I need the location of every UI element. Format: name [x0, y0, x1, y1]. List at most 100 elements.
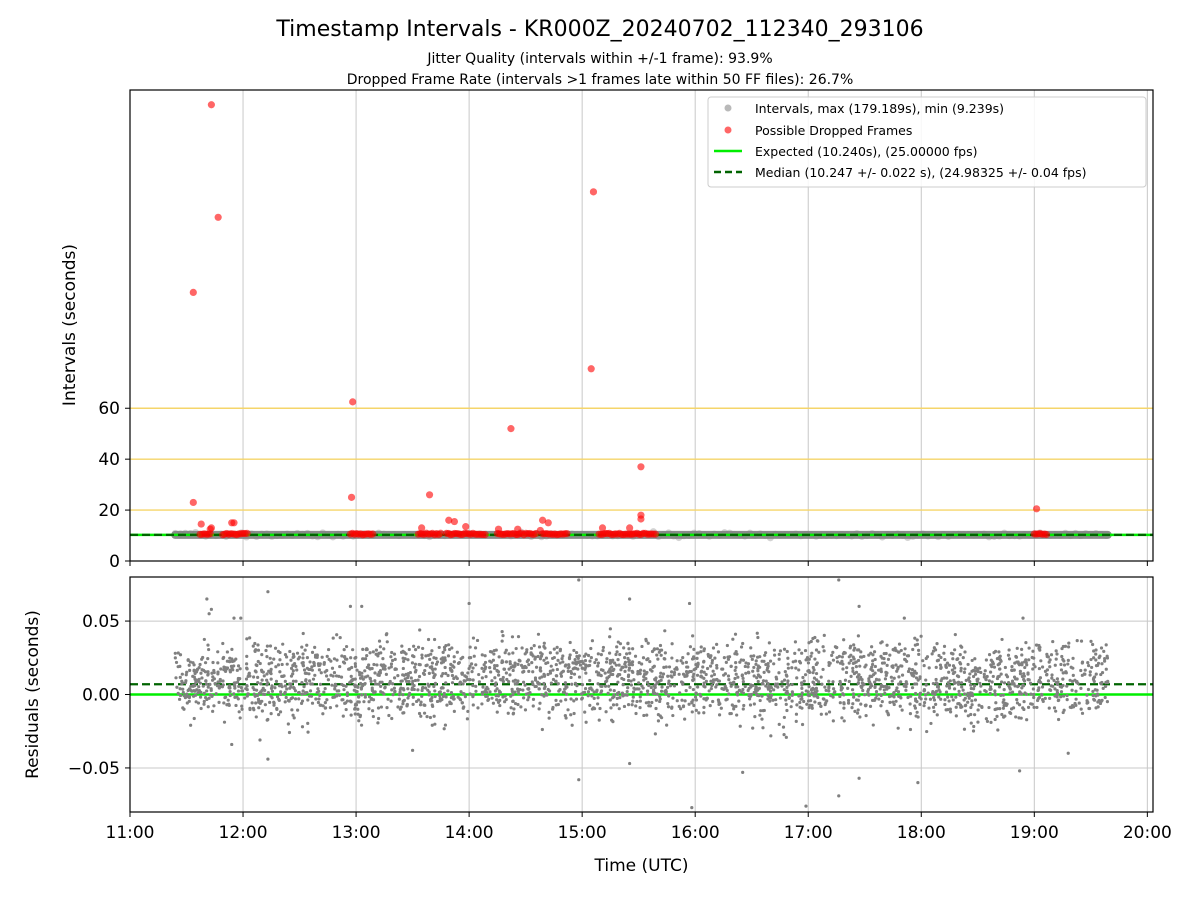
residual-point [702, 711, 706, 715]
residual-point [317, 697, 321, 701]
residual-point [930, 652, 934, 656]
residual-point [978, 681, 982, 685]
residual-point [490, 679, 494, 683]
residual-point [505, 677, 509, 682]
residual-point [683, 674, 687, 678]
residual-point [962, 692, 967, 696]
residual-point [973, 657, 977, 661]
residual-point [515, 681, 519, 685]
residual-point [1032, 695, 1036, 700]
residual-point [1024, 658, 1028, 662]
residual-point [291, 655, 295, 659]
residual-point [790, 699, 794, 703]
residual-point [738, 660, 742, 664]
residual-point [806, 699, 811, 703]
residual-point [293, 697, 298, 701]
residual-point [224, 666, 228, 670]
residual-point [648, 668, 653, 672]
residual-point [688, 685, 692, 689]
residual-point [880, 661, 885, 665]
residual-point [722, 656, 726, 660]
residual-point [566, 666, 570, 670]
residual-point [620, 691, 625, 695]
residual-point [1056, 717, 1061, 722]
residual-point [857, 673, 861, 677]
residual-point [519, 663, 524, 667]
residual-point [774, 702, 778, 707]
residual-point [790, 682, 794, 687]
residual-point [318, 662, 322, 666]
residual-point [529, 651, 533, 655]
residual-point [658, 643, 663, 648]
residual-point [785, 649, 789, 654]
residual-point [437, 690, 441, 694]
residual-point [884, 673, 888, 677]
residual-point [1008, 710, 1012, 715]
residual-point [953, 670, 957, 674]
residual-point [218, 677, 222, 682]
residual-point [732, 707, 736, 711]
residual-point [389, 662, 394, 666]
residual-point [549, 681, 554, 685]
residual-point [374, 652, 378, 656]
residual-point [931, 681, 935, 686]
chart-subtitle-jitter: Jitter Quality (intervals within +/-1 fr… [426, 51, 772, 67]
residual-point [811, 671, 815, 675]
residual-point [853, 709, 857, 714]
residual-point [612, 693, 616, 697]
residual-point [399, 679, 403, 683]
residual-point [982, 672, 986, 677]
residual-point [954, 695, 958, 699]
residual-outlier [410, 748, 415, 752]
residual-point [273, 686, 277, 690]
residual-point [737, 699, 741, 703]
residual-point [681, 655, 685, 660]
residual-point [812, 668, 816, 672]
residual-point [816, 680, 821, 684]
residual-point [495, 687, 499, 691]
residual-point [1007, 657, 1012, 661]
dropped-frame-point [536, 526, 544, 535]
residual-point [573, 690, 578, 694]
residual-point [1020, 653, 1024, 657]
dropped-frame-point [587, 365, 595, 373]
residual-point [1000, 637, 1004, 642]
residual-point [527, 669, 531, 673]
residual-point [715, 666, 719, 670]
residual-point [782, 678, 787, 682]
residual-point [667, 694, 671, 698]
residual-point [841, 667, 845, 671]
residual-point [594, 689, 599, 694]
residual-point [660, 675, 665, 679]
residual-point [188, 668, 192, 673]
residual-point [405, 679, 409, 683]
residual-point [1103, 695, 1107, 700]
residual-point [390, 650, 394, 655]
residual-point [332, 670, 337, 675]
residual-point [897, 675, 901, 679]
residual-point [1074, 689, 1078, 693]
residual-point [537, 707, 541, 711]
residual-point [269, 694, 273, 698]
residual-point [431, 671, 435, 675]
residual-point [842, 638, 846, 642]
residual-point [510, 635, 515, 639]
residual-point [772, 688, 776, 692]
residual-point [387, 713, 391, 718]
residual-point [463, 695, 467, 699]
residual-point [797, 694, 801, 698]
residual-point [782, 733, 786, 737]
residual-point [1070, 679, 1075, 683]
residual-point [946, 695, 950, 699]
residual-point [897, 642, 902, 646]
residual-point [688, 645, 693, 649]
legend: Intervals, max (179.189s), min (9.239s) … [707, 96, 1147, 188]
residual-point [854, 665, 858, 669]
residual-point [482, 663, 486, 667]
residual-point [736, 675, 740, 679]
residual-point [663, 629, 667, 633]
residual-point [584, 671, 588, 675]
dropped-frame-point [637, 463, 645, 471]
residual-point [629, 679, 633, 683]
residual-point [910, 668, 914, 672]
